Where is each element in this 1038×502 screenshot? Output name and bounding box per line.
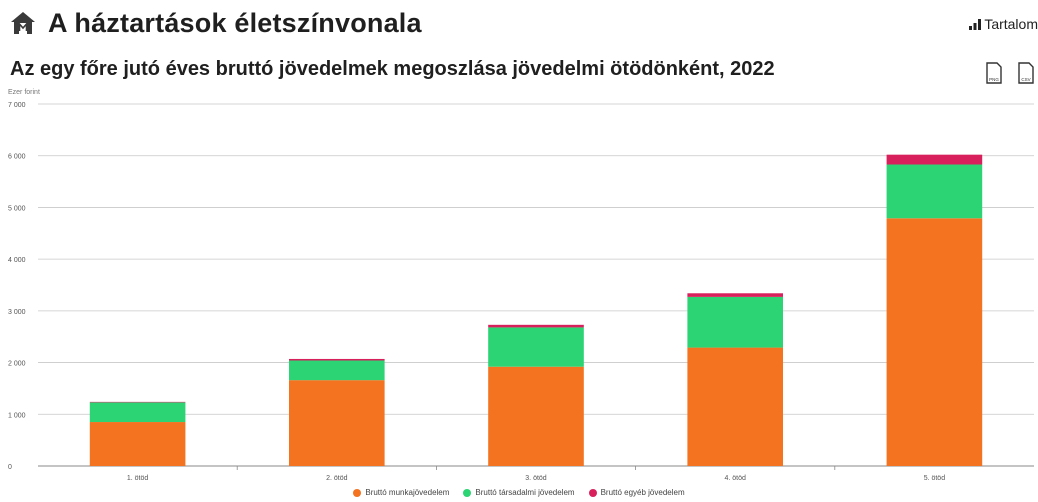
bar-segment[interactable] xyxy=(886,218,983,466)
legend-label: Bruttó egyéb jövedelem xyxy=(600,488,685,497)
y-tick-label: 2 000 xyxy=(8,361,26,368)
bar-segment[interactable] xyxy=(89,401,186,403)
y-tick-label: 5 000 xyxy=(8,205,26,212)
x-tick-label: 3. ötöd xyxy=(525,475,547,482)
png-file-icon: PNG xyxy=(986,62,1002,84)
toc-label: Tartalom xyxy=(984,16,1038,32)
y-tick-label: 3 000 xyxy=(8,309,26,316)
bar-segment[interactable] xyxy=(89,402,186,423)
bar-segment[interactable] xyxy=(886,154,983,165)
chart-legend: Bruttó munkajövedelem Bruttó társadalmi j… xyxy=(0,488,1038,497)
bar-segment[interactable] xyxy=(89,422,186,466)
legend-swatch xyxy=(588,488,597,497)
x-tick-label: 1. ötöd xyxy=(127,475,149,482)
legend-label: Bruttó társadalmi jövedelem xyxy=(475,488,575,497)
x-tick-label: 4. ötöd xyxy=(724,475,746,482)
bar-segment[interactable] xyxy=(288,380,385,466)
y-axis-label: Ezer forint xyxy=(8,89,40,96)
bar-segment[interactable] xyxy=(288,360,385,381)
bar-segment[interactable] xyxy=(488,366,584,466)
png-export-button[interactable]: PNG xyxy=(984,62,1006,84)
x-tick-label: 2. ötöd xyxy=(326,475,348,482)
bar-segment[interactable] xyxy=(687,296,784,348)
csv-export-button[interactable]: CSV xyxy=(1016,62,1038,84)
stacked-bar-chart: Ezer forint 0 1 000 2 000 3 000 4 000 5 000 6 0… xyxy=(8,89,1034,482)
bar-segment[interactable] xyxy=(687,347,784,466)
bar-segment[interactable] xyxy=(288,358,385,361)
legend-swatch xyxy=(463,488,472,497)
export-buttons: PNG CSV xyxy=(984,62,1038,84)
home-icon xyxy=(10,11,36,35)
page-title: A háztartások életszínvonala xyxy=(48,7,422,38)
y-tick-label: 6 000 xyxy=(8,154,26,161)
y-tick-label: 7 000 xyxy=(8,102,26,109)
x-tick-label: 5. ötöd xyxy=(924,475,946,482)
toc-link[interactable]: Tartalom xyxy=(969,16,1038,32)
bar-segment[interactable] xyxy=(687,293,784,297)
png-export-label: PNG xyxy=(989,77,999,82)
legend-label: Bruttó munkajövedelem xyxy=(365,488,450,497)
legend-item[interactable]: Bruttó munkajövedelem xyxy=(353,488,449,497)
y-tick-label: 4 000 xyxy=(8,257,26,264)
legend-item[interactable]: Bruttó egyéb jövedelem xyxy=(588,488,685,497)
y-tick-label: 0 xyxy=(8,464,12,471)
csv-export-label: CSV xyxy=(1021,77,1030,82)
page-header: A háztartások életszínvonala xyxy=(10,6,422,40)
legend-item[interactable]: Bruttó társadalmi jövedelem xyxy=(463,488,575,497)
chart-title: Az egy főre jutó éves bruttó jövedelmek … xyxy=(10,58,775,80)
y-tick-label: 1 000 xyxy=(8,412,26,419)
bar-segment[interactable] xyxy=(488,327,584,367)
csv-file-icon: CSV xyxy=(1018,62,1034,84)
bar-segment[interactable] xyxy=(886,164,983,219)
bar-segment[interactable] xyxy=(488,324,584,328)
legend-swatch xyxy=(353,488,362,497)
bar-chart-icon xyxy=(969,18,982,30)
